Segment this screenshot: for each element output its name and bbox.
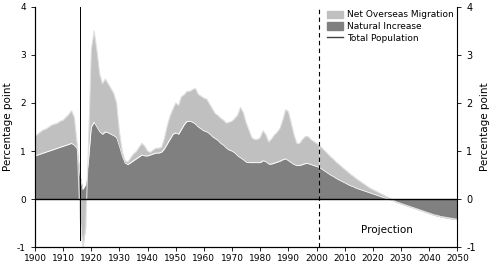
Legend: Net Overseas Migration, Natural Increase, Total Population: Net Overseas Migration, Natural Increase… bbox=[323, 7, 458, 46]
Text: Projection: Projection bbox=[361, 226, 413, 235]
Y-axis label: Percentage point: Percentage point bbox=[480, 83, 490, 171]
Y-axis label: Percentage point: Percentage point bbox=[3, 83, 13, 171]
